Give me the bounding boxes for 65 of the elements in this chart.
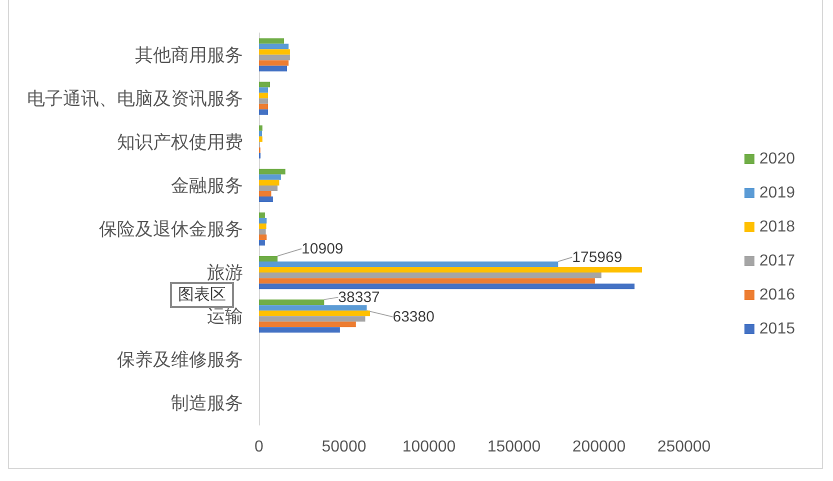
legend-label: 2017: [759, 252, 796, 270]
bar: [259, 278, 595, 284]
bar: [259, 262, 558, 268]
bar: [259, 185, 278, 191]
bar: [259, 125, 262, 131]
bar: [259, 196, 273, 202]
bar: [259, 218, 267, 224]
data-label: 175969: [572, 248, 622, 266]
bar: [259, 92, 268, 98]
bar: [259, 82, 270, 88]
bar: [259, 316, 366, 322]
bar: [259, 212, 265, 218]
legend-label: 2020: [759, 150, 796, 168]
bar: [259, 174, 281, 180]
bar: [259, 310, 370, 316]
bar: [259, 223, 266, 229]
y-tick-label: 制造服务: [171, 393, 243, 414]
x-tick-label: 250000: [657, 438, 711, 456]
y-tick-label: 其他商用服务: [135, 44, 243, 65]
bar: [259, 234, 267, 240]
bar: [259, 229, 266, 235]
bar: [259, 87, 268, 93]
bar: [259, 180, 280, 186]
bar: [259, 256, 278, 262]
data-label: 38337: [338, 288, 380, 306]
bar: [259, 272, 602, 278]
bar: [259, 54, 290, 60]
bar: [259, 240, 265, 246]
bar: [259, 60, 289, 66]
bar: [259, 66, 288, 72]
bar: [259, 190, 272, 196]
y-tick-label: 旅游: [207, 262, 243, 283]
legend-label: 2019: [759, 184, 796, 202]
bar: [259, 284, 635, 290]
x-tick-label: 100000: [402, 438, 456, 456]
legend-label: 2016: [759, 286, 796, 304]
y-tick-label: 运输: [207, 306, 243, 326]
bar: [259, 136, 262, 142]
y-tick-label: 电子通讯、电脑及资讯服务: [27, 88, 243, 108]
legend-label: 2018: [759, 218, 796, 236]
data-label: 63380: [392, 308, 434, 326]
bar: [259, 305, 367, 311]
bar: [259, 49, 290, 55]
y-tick-label: 知识产权使用费: [117, 132, 243, 152]
bar: [259, 98, 268, 104]
x-tick-label: 200000: [572, 438, 626, 456]
x-tick-label: 50000: [322, 438, 366, 456]
bar: [259, 327, 340, 333]
y-tick-label: 金融服务: [171, 175, 243, 196]
x-tick-label: 0: [254, 438, 264, 456]
bar: [259, 130, 262, 136]
bar: [259, 104, 268, 110]
y-tick-label: 保养及维修服务: [117, 350, 243, 370]
x-tick-label: 150000: [487, 438, 541, 456]
data-label: 10909: [302, 240, 344, 258]
bar: [259, 38, 284, 44]
bar: [259, 168, 286, 174]
legend-label: 2015: [759, 320, 796, 338]
bar: [259, 322, 356, 328]
bar: [259, 267, 642, 273]
text: 图表区: [178, 286, 226, 304]
bar: [259, 300, 324, 306]
bar: [259, 109, 268, 115]
y-tick-label: 保险及退休金服务: [99, 219, 243, 239]
bar: [259, 44, 289, 50]
